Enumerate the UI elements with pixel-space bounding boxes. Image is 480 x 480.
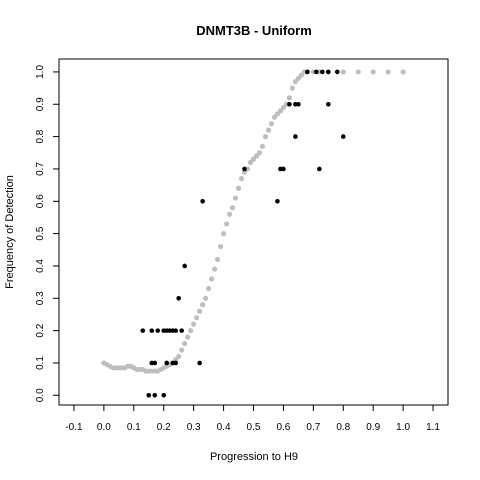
observed-point [176,295,181,301]
observed-point [173,360,178,366]
fitted-point [191,321,197,327]
observed-point [326,69,331,75]
fitted-point [203,295,209,301]
observed-point [334,69,340,75]
x-tick-label: 0.0 [97,422,111,433]
fitted-point [176,353,182,360]
observed-point [182,263,187,269]
fitted-point [286,95,293,101]
x-tick-label: 0.1 [127,422,141,433]
plot-frame [58,58,449,406]
y-axis-label: Frequency of Detection [4,175,16,289]
fitted-point [262,134,269,140]
x-tick-label: 0.5 [247,422,261,433]
x-tick-label: 0.6 [276,422,290,433]
y-tick-label: 0.7 [35,162,46,176]
observed-point [200,198,205,204]
y-tick-label: 0.2 [35,323,46,337]
fitted-point [232,195,239,201]
fitted-point [206,285,212,292]
y-tick-label: 0.9 [35,97,46,111]
fitted-point [188,328,194,334]
x-tick-label: 0.9 [366,422,380,433]
fitted-series [101,69,406,374]
y-tick-label: 0.5 [35,226,46,240]
fitted-point [370,69,376,75]
observed-point [152,392,158,398]
observed-point [293,134,298,139]
x-tick-label: 0.7 [306,422,320,433]
observed-point [275,198,280,204]
fitted-point [220,231,227,237]
observed-point [179,328,184,333]
fitted-point [256,150,263,156]
y-tick-label: 1.0 [35,65,46,79]
y-tick-label: 0.6 [35,194,46,208]
fitted-point [182,340,188,347]
observed-point [340,134,346,139]
x-tick-label: 0.8 [336,422,350,433]
observed-point [155,328,161,333]
x-tick-label: 1.1 [426,422,440,433]
observed-point [152,360,158,366]
fitted-point [229,205,236,211]
fitted-point [400,69,406,75]
observed-point [326,101,331,107]
x-axis: -0.1 0.0 0.1 0.2 0.3 0.4 0.5 0.6 0.7 0.8 0.9 1.0 1.1 [65,405,440,433]
fitted-point [385,69,391,75]
observed-point [197,360,202,366]
y-tick-label: 0.4 [35,259,46,273]
y-tick-label: 0.1 [35,356,46,370]
x-tick-label: 0.2 [157,422,171,433]
x-axis-label: Progression to H9 [210,451,298,463]
observed-point [161,392,167,398]
observed-point [287,101,292,107]
observed-series [140,69,346,398]
observed-point [164,360,170,366]
fitted-point [209,276,215,282]
x-tick-label: -0.1 [65,422,83,433]
fitted-point [179,347,185,353]
observed-point [305,69,310,75]
y-tick-label: 0.0 [35,388,46,402]
chart-title: DNMT3B - Uniform [196,23,312,38]
observed-point [317,166,322,172]
fitted-point [265,127,272,133]
fitted-point [355,69,361,75]
observed-point [173,328,178,333]
y-tick-label: 0.3 [35,291,46,305]
observed-point [281,166,286,172]
fitted-point [340,69,346,75]
fitted-point [268,121,275,127]
fitted-point [185,334,191,340]
fitted-point [200,302,206,308]
fitted-point [223,221,230,227]
observed-point [146,392,152,398]
fitted-point [238,176,245,182]
x-tick-label: 0.4 [217,422,231,433]
fitted-point [289,85,295,91]
observed-point [314,69,319,75]
y-axis: 0.0 0.1 0.2 0.3 0.4 0.5 0.6 0.7 0.8 0.9 1.0 [35,65,59,402]
observed-point [320,69,325,75]
fitted-point [212,266,218,272]
fitted-point [214,256,221,263]
fitted-point [226,211,233,217]
fitted-point [259,143,266,149]
x-tick-label: 1.0 [396,422,410,433]
fitted-point [197,308,203,314]
observed-point [296,101,301,107]
fitted-point [235,185,242,191]
observed-point [140,328,146,333]
observed-point [242,166,247,172]
observed-point [149,328,155,333]
x-tick-label: 0.3 [187,422,201,433]
fitted-point [217,243,224,250]
fitted-point [194,315,200,321]
y-tick-label: 0.8 [35,129,46,143]
